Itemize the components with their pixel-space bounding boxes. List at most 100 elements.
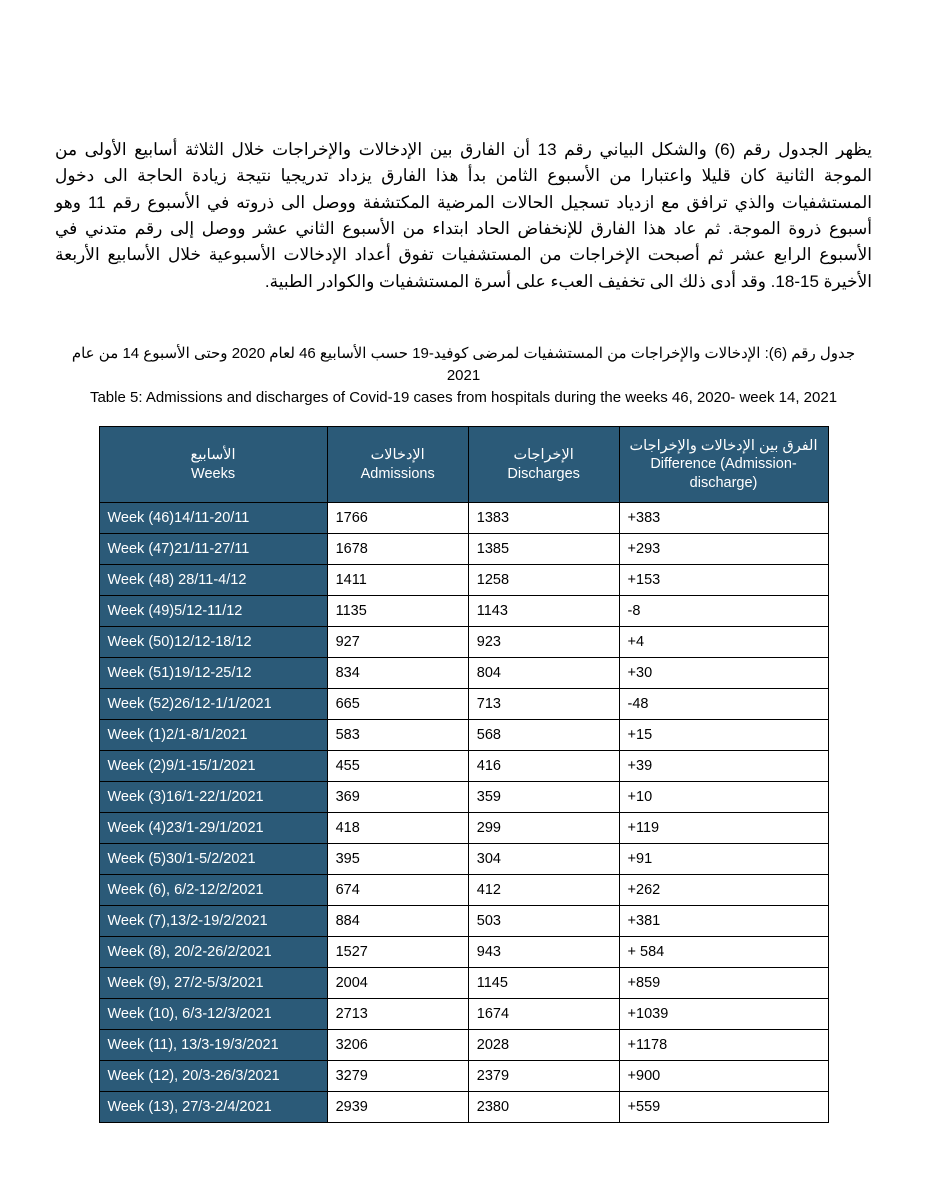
cell-admissions: 884 [327, 905, 468, 936]
cell-difference: +1039 [619, 998, 828, 1029]
cell-week: Week (47)21/11-27/11 [99, 533, 327, 564]
table-row: Week (4)23/1-29/1/2021418299+119 [99, 812, 828, 843]
col-header-admissions: الإدخالات Admissions [327, 427, 468, 502]
table-row: Week (6), 6/2-12/2/2021674412+262 [99, 874, 828, 905]
cell-discharges: 1258 [468, 564, 619, 595]
cell-admissions: 674 [327, 874, 468, 905]
cell-discharges: 713 [468, 688, 619, 719]
cell-admissions: 395 [327, 843, 468, 874]
cell-week: Week (10), 6/3-12/3/2021 [99, 998, 327, 1029]
table-row: Week (13), 27/3-2/4/202129392380+559 [99, 1091, 828, 1122]
cell-week: Week (4)23/1-29/1/2021 [99, 812, 327, 843]
cell-admissions: 2713 [327, 998, 468, 1029]
cell-difference: -48 [619, 688, 828, 719]
cell-discharges: 804 [468, 657, 619, 688]
cell-week: Week (1)2/1-8/1/2021 [99, 719, 327, 750]
col-header-difference-en: Difference (Admission-discharge) [650, 456, 796, 490]
table-row: Week (51)19/12-25/12834804+30 [99, 657, 828, 688]
cell-difference: +900 [619, 1060, 828, 1091]
table-row: Week (50)12/12-18/12927923+4 [99, 626, 828, 657]
cell-discharges: 1674 [468, 998, 619, 1029]
cell-difference: +153 [619, 564, 828, 595]
admissions-discharges-table: الأسابيع Weeks الإدخالات Admissions الإخ… [99, 426, 829, 1122]
table-row: Week (3)16/1-22/1/2021369359+10 [99, 781, 828, 812]
cell-discharges: 416 [468, 750, 619, 781]
table-row: Week (7),13/2-19/2/2021884503+381 [99, 905, 828, 936]
cell-difference: +262 [619, 874, 828, 905]
table-row: Week (1)2/1-8/1/2021583568+15 [99, 719, 828, 750]
table-row: Week (49)5/12-11/1211351143-8 [99, 595, 828, 626]
cell-admissions: 1678 [327, 533, 468, 564]
cell-week: Week (13), 27/3-2/4/2021 [99, 1091, 327, 1122]
cell-admissions: 1527 [327, 936, 468, 967]
table-row: Week (46)14/11-20/1117661383+383 [99, 502, 828, 533]
cell-difference: +91 [619, 843, 828, 874]
table-body: Week (46)14/11-20/1117661383+383Week (47… [99, 502, 828, 1122]
cell-week: Week (51)19/12-25/12 [99, 657, 327, 688]
cell-discharges: 923 [468, 626, 619, 657]
table-row: Week (2)9/1-15/1/2021455416+39 [99, 750, 828, 781]
cell-discharges: 568 [468, 719, 619, 750]
cell-difference: +30 [619, 657, 828, 688]
col-header-discharges-en: Discharges [475, 465, 613, 483]
col-header-admissions-en: Admissions [334, 465, 462, 483]
cell-week: Week (9), 27/2-5/3/2021 [99, 967, 327, 998]
col-header-admissions-ar: الإدخالات [334, 446, 462, 464]
cell-admissions: 665 [327, 688, 468, 719]
cell-difference: +119 [619, 812, 828, 843]
table-row: Week (8), 20/2-26/2/20211527943+ 584 [99, 936, 828, 967]
cell-discharges: 304 [468, 843, 619, 874]
col-header-weeks-ar: الأسابيع [106, 446, 321, 464]
table-row: Week (47)21/11-27/1116781385+293 [99, 533, 828, 564]
cell-admissions: 3279 [327, 1060, 468, 1091]
col-header-weeks: الأسابيع Weeks [99, 427, 327, 502]
table-caption-en: Table 5: Admissions and discharges of Co… [55, 387, 872, 409]
cell-week: Week (2)9/1-15/1/2021 [99, 750, 327, 781]
cell-discharges: 299 [468, 812, 619, 843]
cell-week: Week (50)12/12-18/12 [99, 626, 327, 657]
col-header-discharges: الإخراجات Discharges [468, 427, 619, 502]
table-header: الأسابيع Weeks الإدخالات Admissions الإخ… [99, 427, 828, 502]
document-page: يظهر الجدول رقم (6) والشكل البياني رقم 1… [0, 0, 927, 1200]
cell-discharges: 1385 [468, 533, 619, 564]
cell-discharges: 412 [468, 874, 619, 905]
table-row: Week (10), 6/3-12/3/202127131674+1039 [99, 998, 828, 1029]
cell-admissions: 1766 [327, 502, 468, 533]
table-caption-ar: جدول رقم (6): الإدخالات والإخراجات من ال… [55, 343, 872, 387]
cell-discharges: 1145 [468, 967, 619, 998]
cell-difference: +10 [619, 781, 828, 812]
cell-week: Week (52)26/12-1/1/2021 [99, 688, 327, 719]
cell-admissions: 1135 [327, 595, 468, 626]
cell-discharges: 2028 [468, 1029, 619, 1060]
cell-discharges: 2380 [468, 1091, 619, 1122]
table-caption: جدول رقم (6): الإدخالات والإخراجات من ال… [55, 343, 872, 408]
cell-week: Week (49)5/12-11/12 [99, 595, 327, 626]
col-header-difference: الفرق بين الإدخالات والإخراجات Differenc… [619, 427, 828, 502]
cell-difference: +1178 [619, 1029, 828, 1060]
cell-discharges: 1383 [468, 502, 619, 533]
cell-admissions: 418 [327, 812, 468, 843]
col-header-weeks-en: Weeks [106, 465, 321, 483]
cell-admissions: 3206 [327, 1029, 468, 1060]
cell-week: Week (8), 20/2-26/2/2021 [99, 936, 327, 967]
cell-difference: +15 [619, 719, 828, 750]
cell-difference: +39 [619, 750, 828, 781]
col-header-discharges-ar: الإخراجات [475, 446, 613, 464]
cell-week: Week (6), 6/2-12/2/2021 [99, 874, 327, 905]
cell-week: Week (7),13/2-19/2/2021 [99, 905, 327, 936]
cell-difference: +859 [619, 967, 828, 998]
cell-admissions: 2004 [327, 967, 468, 998]
cell-difference: + 584 [619, 936, 828, 967]
cell-admissions: 455 [327, 750, 468, 781]
cell-admissions: 1411 [327, 564, 468, 595]
col-header-difference-ar: الفرق بين الإدخالات والإخراجات [630, 438, 818, 454]
cell-admissions: 369 [327, 781, 468, 812]
cell-week: Week (3)16/1-22/1/2021 [99, 781, 327, 812]
cell-discharges: 359 [468, 781, 619, 812]
cell-difference: +293 [619, 533, 828, 564]
cell-admissions: 583 [327, 719, 468, 750]
table-row: Week (5)30/1-5/2/2021395304+91 [99, 843, 828, 874]
cell-admissions: 927 [327, 626, 468, 657]
cell-discharges: 503 [468, 905, 619, 936]
table-row: Week (11), 13/3-19/3/202132062028+1178 [99, 1029, 828, 1060]
